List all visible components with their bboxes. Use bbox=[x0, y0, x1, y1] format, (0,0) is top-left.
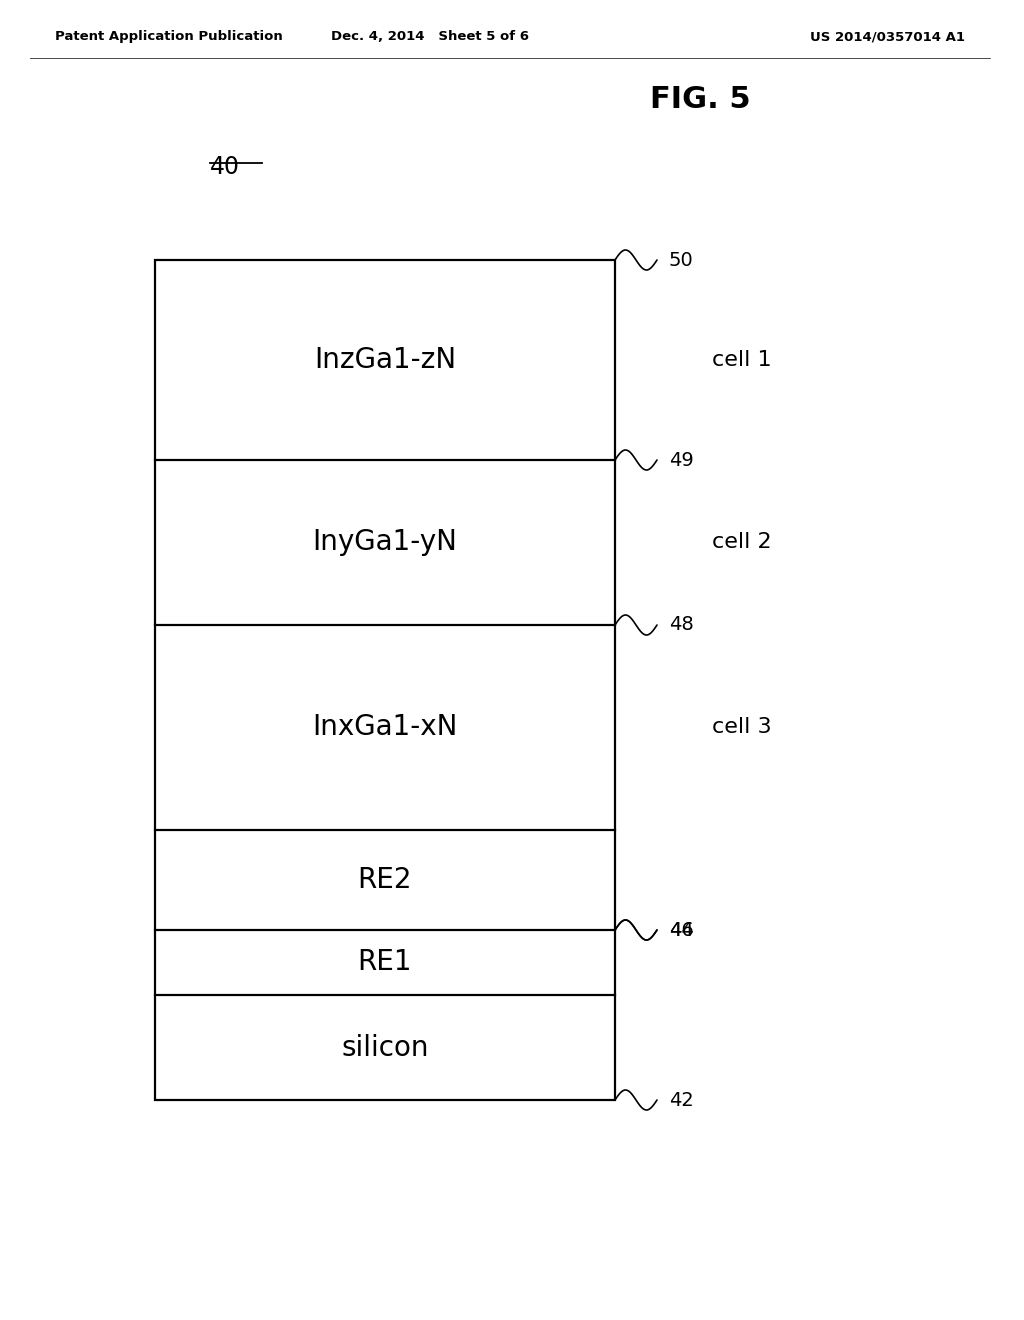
Text: 42: 42 bbox=[669, 1090, 693, 1110]
Text: cell 2: cell 2 bbox=[712, 532, 772, 553]
Bar bbox=[155, 260, 615, 1100]
Text: InzGa1-zN: InzGa1-zN bbox=[314, 346, 456, 374]
Text: Patent Application Publication: Patent Application Publication bbox=[55, 30, 283, 44]
Text: InyGa1-yN: InyGa1-yN bbox=[312, 528, 458, 557]
Text: silicon: silicon bbox=[341, 1034, 429, 1061]
Text: InxGa1-xN: InxGa1-xN bbox=[312, 714, 458, 742]
Text: FIG. 5: FIG. 5 bbox=[650, 84, 751, 114]
Text: cell 1: cell 1 bbox=[712, 350, 772, 370]
Text: US 2014/0357014 A1: US 2014/0357014 A1 bbox=[810, 30, 965, 44]
Text: 40: 40 bbox=[210, 154, 240, 180]
Text: 48: 48 bbox=[669, 615, 693, 635]
Text: RE1: RE1 bbox=[357, 949, 413, 977]
Text: Dec. 4, 2014   Sheet 5 of 6: Dec. 4, 2014 Sheet 5 of 6 bbox=[331, 30, 529, 44]
Text: 46: 46 bbox=[669, 920, 693, 940]
Text: 50: 50 bbox=[669, 251, 693, 269]
Text: cell 3: cell 3 bbox=[712, 718, 772, 738]
Text: 49: 49 bbox=[669, 450, 693, 470]
Text: RE2: RE2 bbox=[357, 866, 413, 894]
Text: 44: 44 bbox=[669, 920, 693, 940]
